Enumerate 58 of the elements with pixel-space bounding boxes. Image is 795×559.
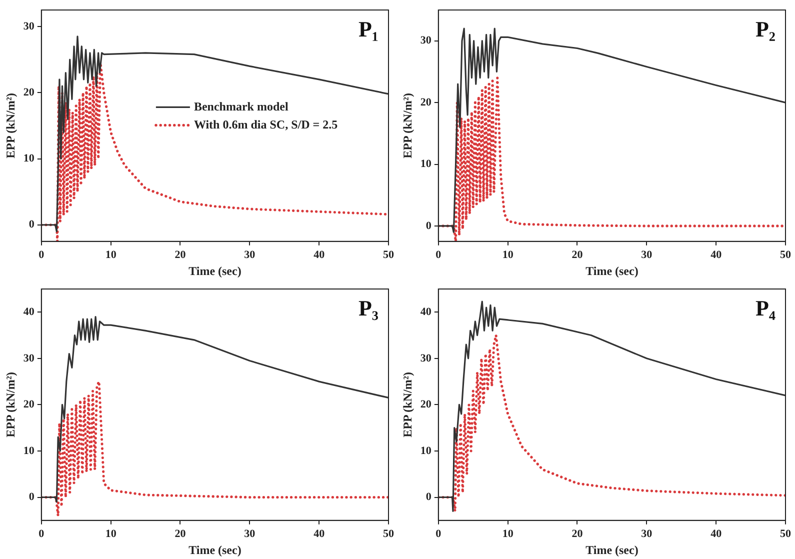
- x-tick-label: 40: [710, 248, 722, 261]
- chart-title: P₂: [755, 16, 776, 42]
- x-tick-label: 10: [502, 248, 514, 261]
- x-axis-title: Time (sec): [188, 542, 242, 557]
- y-tick-label: 10: [23, 444, 35, 457]
- y-tick-label: 30: [23, 20, 35, 32]
- y-tick-label: 0: [28, 491, 35, 504]
- chart-title: P₄: [755, 296, 776, 321]
- x-tick-label: 30: [244, 528, 256, 540]
- y-tick-label: 10: [420, 444, 432, 457]
- line-series: [438, 334, 786, 512]
- x-tick-label: 40: [314, 248, 326, 261]
- y-tick-label: 20: [420, 398, 432, 411]
- y-tick-label: 40: [420, 306, 432, 318]
- x-tick-label: 20: [174, 248, 186, 261]
- x-tick-label: 50: [780, 528, 792, 540]
- x-axis-title: Time (sec): [586, 542, 638, 557]
- x-tick-label: 30: [641, 528, 653, 540]
- line-series: [41, 380, 388, 518]
- x-tick-label: 20: [572, 528, 584, 540]
- y-tick-label: 20: [23, 398, 35, 411]
- y-tick-label: 0: [426, 491, 432, 504]
- x-tick-label: 10: [105, 528, 117, 540]
- legend-label: With 0.6m dia SC, S/D = 2.5: [194, 117, 338, 132]
- x-tick-label: 20: [572, 248, 584, 261]
- y-tick-label: 30: [420, 34, 432, 47]
- chart-title: P₃: [358, 296, 379, 321]
- x-tick-label: 0: [436, 248, 442, 261]
- chart-title: P₁: [358, 16, 378, 42]
- y-tick-label: 0: [426, 220, 432, 232]
- x-axis-title: Time (sec): [188, 264, 242, 278]
- x-tick-label: 20: [174, 528, 186, 540]
- x-tick-label: 40: [710, 528, 722, 540]
- y-tick-label: 10: [420, 158, 432, 170]
- y-axis-title: EPP (kN/m²): [400, 372, 414, 438]
- x-axis-title: Time (sec): [586, 264, 638, 278]
- x-tick-label: 40: [314, 528, 326, 540]
- y-axis-title: EPP (kN/m²): [3, 372, 18, 438]
- x-tick-label: 0: [436, 528, 442, 540]
- x-tick-label: 50: [383, 248, 394, 261]
- y-tick-label: 10: [23, 152, 35, 165]
- x-tick-label: 30: [641, 248, 653, 261]
- y-tick-label: 40: [23, 306, 35, 318]
- x-tick-label: 50: [780, 248, 792, 261]
- y-tick-label: 20: [420, 96, 432, 108]
- y-tick-label: 30: [420, 352, 432, 364]
- legend-label: Benchmark model: [194, 99, 289, 114]
- y-tick-label: 30: [23, 352, 35, 364]
- x-tick-label: 50: [383, 528, 394, 540]
- y-axis-title: EPP (kN/m²): [3, 93, 18, 158]
- y-tick-label: 20: [23, 86, 35, 98]
- y-axis-title: EPP (kN/m²): [400, 93, 414, 158]
- x-tick-label: 0: [38, 248, 45, 261]
- y-tick-label: 0: [28, 218, 35, 231]
- x-tick-label: 10: [105, 248, 117, 261]
- x-tick-label: 30: [244, 248, 256, 261]
- x-tick-label: 0: [38, 528, 45, 540]
- x-tick-label: 10: [502, 528, 514, 540]
